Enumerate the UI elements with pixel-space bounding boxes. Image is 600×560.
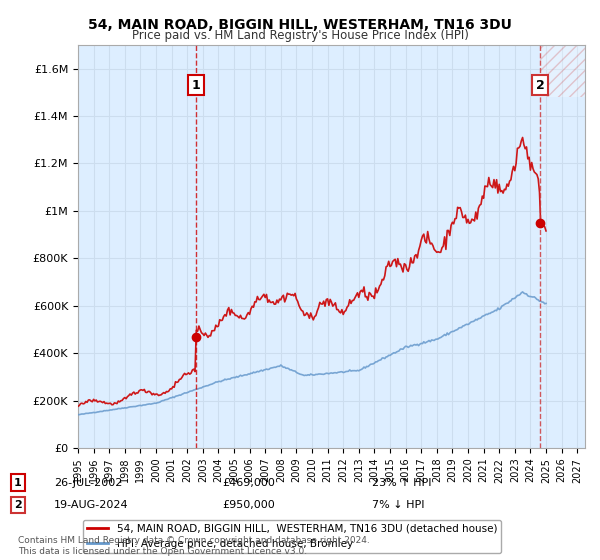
Polygon shape <box>540 45 585 97</box>
Text: 2: 2 <box>536 78 545 92</box>
Text: 7% ↓ HPI: 7% ↓ HPI <box>372 500 425 510</box>
Text: 19-AUG-2024: 19-AUG-2024 <box>54 500 128 510</box>
Text: 54, MAIN ROAD, BIGGIN HILL, WESTERHAM, TN16 3DU: 54, MAIN ROAD, BIGGIN HILL, WESTERHAM, T… <box>88 18 512 32</box>
Text: 23% ↑ HPI: 23% ↑ HPI <box>372 478 431 488</box>
Text: 1: 1 <box>14 478 22 488</box>
Text: 26-JUL-2002: 26-JUL-2002 <box>54 478 122 488</box>
Text: 2: 2 <box>14 500 22 510</box>
Text: 1: 1 <box>192 78 200 92</box>
Legend: 54, MAIN ROAD, BIGGIN HILL,  WESTERHAM, TN16 3DU (detached house), HPI: Average : 54, MAIN ROAD, BIGGIN HILL, WESTERHAM, T… <box>83 520 501 553</box>
Text: Contains HM Land Registry data © Crown copyright and database right 2024.
This d: Contains HM Land Registry data © Crown c… <box>18 536 370 556</box>
Text: £469,000: £469,000 <box>222 478 275 488</box>
Text: £950,000: £950,000 <box>222 500 275 510</box>
Text: Price paid vs. HM Land Registry's House Price Index (HPI): Price paid vs. HM Land Registry's House … <box>131 29 469 42</box>
